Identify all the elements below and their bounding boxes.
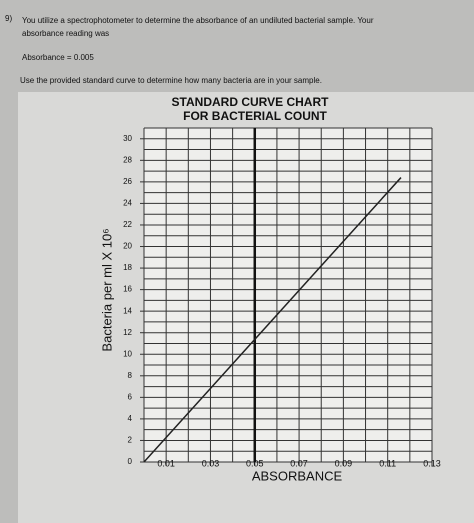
x-tick-label: 0.01 xyxy=(157,458,175,468)
y-tick-label: 12 xyxy=(123,328,132,337)
x-tick-label: 0.13 xyxy=(423,458,441,468)
y-tick-label: 10 xyxy=(123,349,132,358)
data-line xyxy=(143,177,402,463)
y-tick-label: 30 xyxy=(123,134,132,143)
question-number: 9) xyxy=(5,14,13,23)
plot-area xyxy=(144,128,432,462)
y-tick-label: 4 xyxy=(128,414,133,423)
y-tick-label: 14 xyxy=(123,306,132,315)
y-tick-label: 16 xyxy=(123,285,132,294)
y-tick-label: 18 xyxy=(123,263,132,272)
y-tick-label: 0 xyxy=(128,457,133,466)
x-tick-label: 0.03 xyxy=(202,458,220,468)
y-tick-label: 26 xyxy=(123,177,132,186)
x-tick-label: 0.11 xyxy=(379,458,396,468)
chart-title: STANDARD CURVE CHART xyxy=(172,95,330,109)
instruction: Use the provided standard curve to deter… xyxy=(20,76,322,85)
y-tick-label: 6 xyxy=(128,392,133,401)
y-tick-label: 28 xyxy=(123,155,132,164)
y-axis-label: Bacteria per ml X 10⁶ xyxy=(99,228,114,351)
question-text: You utilize a spectrophotometer to deter… xyxy=(22,16,374,25)
y-tick-label: 22 xyxy=(123,220,132,229)
x-tick-label: 0.07 xyxy=(290,458,308,468)
x-axis-label: ABSORBANCE xyxy=(252,468,343,483)
chart-subtitle: FOR BACTERIAL COUNT xyxy=(183,109,327,123)
question-text: absorbance reading was xyxy=(22,29,110,38)
y-tick-label: 2 xyxy=(128,436,133,445)
x-tick-label: 0.09 xyxy=(335,458,353,468)
y-tick-label: 20 xyxy=(123,242,132,251)
x-tick-label: 0.05 xyxy=(246,458,264,468)
y-tick-label: 24 xyxy=(123,199,132,208)
y-tick-label: 8 xyxy=(128,371,133,380)
absorbance-reading: Absorbance = 0.005 xyxy=(22,53,94,62)
